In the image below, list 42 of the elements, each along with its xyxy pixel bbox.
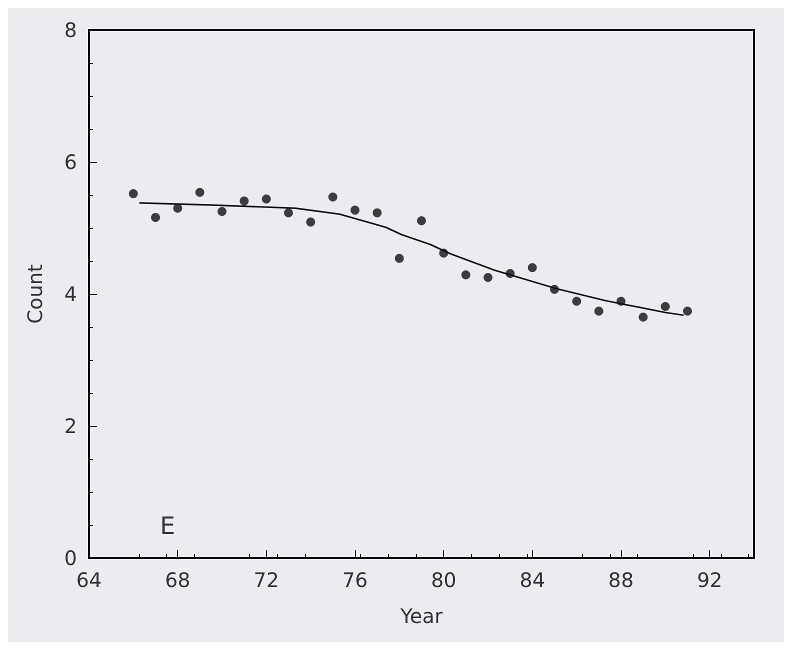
y-tick-label: 0 (64, 546, 77, 570)
y-tick-label: 4 (64, 282, 77, 306)
point (528, 263, 537, 272)
point (195, 188, 204, 197)
point (594, 306, 604, 316)
point (262, 194, 271, 204)
point (417, 216, 426, 226)
y-tick-label: 2 (64, 414, 77, 438)
point (461, 270, 470, 280)
point (439, 248, 448, 258)
point (394, 254, 404, 263)
point (638, 312, 648, 322)
point (683, 306, 692, 316)
point (572, 296, 582, 306)
point (240, 196, 249, 206)
point (128, 189, 138, 198)
point (660, 302, 670, 312)
point (484, 273, 492, 282)
point (218, 207, 226, 216)
x-tick-label: 76 (342, 568, 368, 592)
y-axis-title: Count (23, 264, 47, 324)
point (151, 212, 160, 222)
x-tick-label: 64 (76, 568, 102, 592)
point (350, 206, 360, 215)
y-tick-label: 8 (64, 18, 77, 42)
x-tick-label: 72 (254, 568, 280, 592)
x-tick-label: 92 (696, 568, 722, 592)
x-tick-label: 84 (520, 568, 546, 592)
x-axis-title: Year (399, 604, 444, 628)
annotation: E (160, 512, 176, 540)
point (550, 284, 559, 294)
x-tick-label: 88 (608, 568, 634, 592)
point (306, 218, 316, 227)
x-tick-label: 68 (164, 568, 190, 592)
point (372, 208, 382, 218)
point (173, 204, 182, 213)
y-tick-label: 6 (64, 150, 77, 174)
point (284, 208, 293, 218)
x-tick-label: 80 (430, 568, 456, 592)
point (616, 296, 626, 306)
point (328, 192, 338, 202)
point (506, 269, 515, 278)
